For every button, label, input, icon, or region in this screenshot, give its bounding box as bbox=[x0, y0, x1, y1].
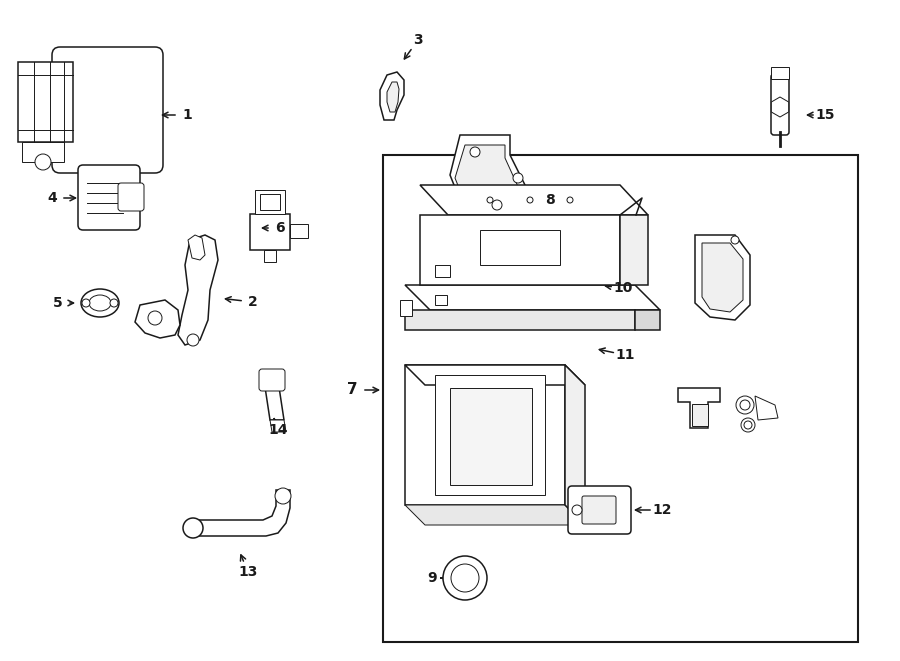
FancyBboxPatch shape bbox=[259, 369, 285, 391]
Polygon shape bbox=[265, 387, 284, 420]
Polygon shape bbox=[771, 97, 788, 117]
Bar bbox=[18, 62, 73, 142]
FancyBboxPatch shape bbox=[582, 496, 616, 524]
Polygon shape bbox=[695, 235, 750, 320]
Polygon shape bbox=[405, 505, 585, 525]
Circle shape bbox=[744, 421, 752, 429]
Polygon shape bbox=[450, 135, 535, 215]
Bar bbox=[435, 295, 447, 305]
Text: 7: 7 bbox=[346, 383, 357, 397]
Bar bbox=[383, 155, 858, 642]
FancyBboxPatch shape bbox=[118, 183, 144, 211]
Polygon shape bbox=[420, 185, 648, 215]
Text: 4: 4 bbox=[47, 191, 57, 205]
FancyBboxPatch shape bbox=[52, 47, 163, 173]
Circle shape bbox=[740, 400, 750, 410]
Text: 3: 3 bbox=[413, 33, 423, 47]
Bar bbox=[435, 265, 450, 277]
Polygon shape bbox=[405, 285, 660, 310]
Ellipse shape bbox=[81, 289, 119, 317]
Polygon shape bbox=[193, 490, 290, 536]
Bar bbox=[290, 224, 308, 238]
Circle shape bbox=[148, 311, 162, 325]
Circle shape bbox=[82, 299, 90, 307]
Polygon shape bbox=[135, 300, 180, 338]
Circle shape bbox=[275, 488, 291, 504]
Circle shape bbox=[487, 197, 493, 203]
Polygon shape bbox=[387, 82, 399, 112]
Bar bbox=[250, 214, 290, 250]
Circle shape bbox=[527, 197, 533, 203]
Circle shape bbox=[741, 418, 755, 432]
FancyBboxPatch shape bbox=[568, 486, 631, 534]
Polygon shape bbox=[435, 375, 545, 495]
Ellipse shape bbox=[89, 295, 111, 311]
Polygon shape bbox=[455, 145, 525, 210]
Text: 1: 1 bbox=[182, 108, 192, 122]
Text: 14: 14 bbox=[268, 423, 288, 437]
Text: 8: 8 bbox=[545, 193, 555, 207]
Bar bbox=[771, 67, 789, 79]
Text: 10: 10 bbox=[613, 281, 633, 295]
Polygon shape bbox=[405, 365, 565, 505]
Circle shape bbox=[513, 173, 523, 183]
Polygon shape bbox=[405, 310, 635, 330]
Bar bbox=[692, 404, 708, 426]
Bar bbox=[255, 190, 285, 214]
Text: 2: 2 bbox=[248, 295, 258, 309]
Circle shape bbox=[572, 505, 582, 515]
Text: 12: 12 bbox=[652, 503, 671, 517]
Text: 6: 6 bbox=[275, 221, 284, 235]
Polygon shape bbox=[635, 310, 660, 330]
Circle shape bbox=[731, 236, 739, 244]
Bar bbox=[480, 230, 560, 265]
Polygon shape bbox=[620, 215, 648, 285]
Circle shape bbox=[451, 564, 479, 592]
Polygon shape bbox=[270, 420, 286, 432]
Polygon shape bbox=[380, 72, 404, 120]
Polygon shape bbox=[755, 396, 778, 420]
Circle shape bbox=[736, 396, 754, 414]
Bar bbox=[260, 194, 280, 210]
Polygon shape bbox=[188, 235, 205, 260]
Text: 13: 13 bbox=[238, 565, 257, 579]
Polygon shape bbox=[678, 388, 720, 428]
Polygon shape bbox=[420, 215, 620, 285]
Circle shape bbox=[443, 556, 487, 600]
Bar bbox=[22, 142, 64, 162]
Polygon shape bbox=[405, 365, 585, 385]
Text: 5: 5 bbox=[53, 296, 63, 310]
Bar bbox=[264, 250, 276, 262]
Text: 9: 9 bbox=[428, 571, 436, 585]
Polygon shape bbox=[702, 243, 743, 312]
Polygon shape bbox=[450, 388, 532, 485]
FancyBboxPatch shape bbox=[771, 74, 789, 135]
Circle shape bbox=[567, 197, 573, 203]
Circle shape bbox=[187, 334, 199, 346]
Circle shape bbox=[470, 147, 480, 157]
Text: 11: 11 bbox=[616, 348, 634, 362]
Circle shape bbox=[110, 299, 118, 307]
Bar bbox=[400, 300, 412, 316]
Text: 15: 15 bbox=[815, 108, 835, 122]
Polygon shape bbox=[565, 365, 585, 525]
Circle shape bbox=[492, 200, 502, 210]
Circle shape bbox=[183, 518, 203, 538]
FancyBboxPatch shape bbox=[78, 165, 140, 230]
Circle shape bbox=[35, 154, 51, 170]
Polygon shape bbox=[178, 235, 218, 345]
